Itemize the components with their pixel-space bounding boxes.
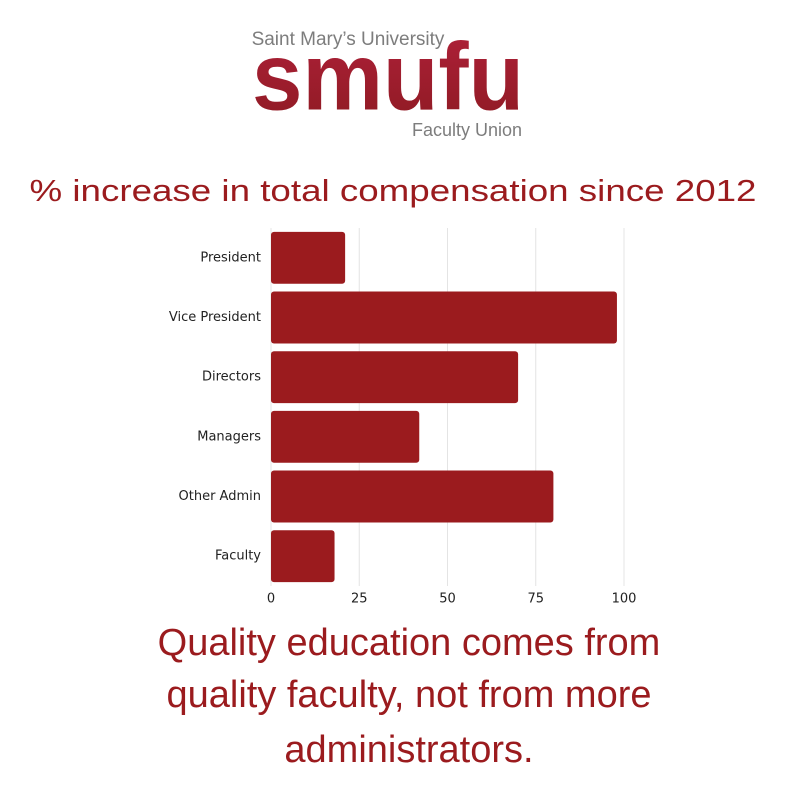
y-tick-label: Other Admin: [179, 489, 261, 504]
bar: [271, 530, 335, 583]
tagline: Quality education comes from quality facu…: [158, 622, 661, 771]
bar: [271, 351, 519, 404]
chart-title: % increase in total compensation since 2…: [30, 173, 757, 208]
y-tick-label: Faculty: [215, 549, 261, 564]
bar: [271, 470, 554, 523]
x-tick-label: 75: [527, 592, 544, 607]
bar: [271, 231, 346, 284]
tagline-line: quality faculty, not from more: [166, 674, 651, 716]
logo-wordmark: smufu: [252, 23, 524, 130]
y-tick-label: President: [200, 250, 261, 265]
tagline-line: administrators.: [284, 729, 533, 771]
bar: [271, 291, 617, 344]
logo-union: Faculty Union: [412, 120, 522, 140]
x-tick-label: 25: [351, 592, 368, 607]
y-tick-label: Directors: [202, 370, 261, 385]
x-tick-label: 0: [267, 592, 275, 607]
x-tick-label: 50: [439, 592, 456, 607]
x-tick-label: 100: [612, 592, 637, 607]
tagline-line: Quality education comes from: [158, 622, 661, 664]
bar: [271, 410, 420, 463]
y-tick-label: Vice President: [169, 310, 261, 325]
logo-university: Saint Mary’s University: [252, 29, 445, 50]
y-tick-label: Managers: [197, 429, 261, 444]
